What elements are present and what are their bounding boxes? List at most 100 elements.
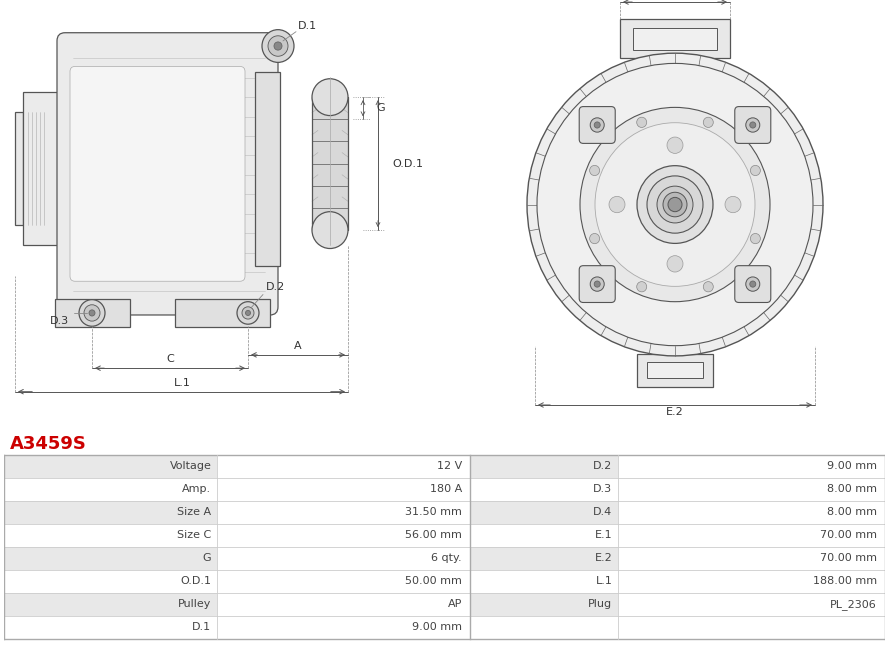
- Circle shape: [262, 30, 294, 63]
- Text: Size A: Size A: [177, 507, 212, 517]
- Text: A3459S: A3459S: [11, 435, 87, 453]
- Bar: [469, 501, 618, 524]
- Bar: [312, 186, 348, 208]
- Circle shape: [594, 281, 600, 287]
- FancyBboxPatch shape: [735, 107, 771, 143]
- FancyBboxPatch shape: [580, 107, 615, 143]
- Bar: [469, 593, 618, 616]
- Bar: [312, 97, 348, 119]
- Circle shape: [750, 234, 760, 243]
- Circle shape: [312, 212, 348, 249]
- Text: 56.00 mm: 56.00 mm: [405, 530, 461, 540]
- Bar: [4, 524, 217, 547]
- Text: 180 A: 180 A: [429, 484, 461, 494]
- Circle shape: [527, 53, 823, 356]
- Text: 8.00 mm: 8.00 mm: [827, 507, 877, 517]
- Circle shape: [749, 281, 756, 287]
- Text: G: G: [203, 553, 212, 563]
- Bar: [4, 547, 217, 570]
- Circle shape: [725, 196, 741, 213]
- Bar: [618, 478, 885, 501]
- Circle shape: [637, 282, 646, 292]
- Bar: [618, 547, 885, 570]
- Circle shape: [637, 117, 646, 128]
- Text: 8.00 mm: 8.00 mm: [827, 484, 877, 494]
- Bar: [255, 72, 280, 266]
- Circle shape: [580, 107, 770, 301]
- Bar: [217, 501, 469, 524]
- Circle shape: [312, 79, 348, 116]
- Text: 6 qty.: 6 qty.: [431, 553, 461, 563]
- Bar: [469, 524, 618, 547]
- Text: D.1: D.1: [192, 622, 212, 632]
- Text: 50.00 mm: 50.00 mm: [405, 576, 461, 586]
- Circle shape: [245, 311, 251, 315]
- Circle shape: [647, 176, 703, 233]
- Bar: [217, 478, 469, 501]
- Bar: [620, 20, 730, 59]
- Text: D.2: D.2: [593, 461, 613, 471]
- Bar: [647, 362, 703, 378]
- Circle shape: [589, 165, 599, 176]
- Circle shape: [84, 305, 100, 321]
- Text: 70.00 mm: 70.00 mm: [820, 530, 877, 540]
- Text: G: G: [376, 103, 385, 113]
- Text: D.3: D.3: [50, 316, 69, 326]
- Circle shape: [268, 36, 288, 56]
- Bar: [217, 616, 469, 639]
- Text: Amp.: Amp.: [182, 484, 212, 494]
- Bar: [55, 299, 130, 327]
- Bar: [469, 570, 618, 593]
- FancyBboxPatch shape: [735, 266, 771, 303]
- Bar: [469, 478, 618, 501]
- Circle shape: [595, 123, 755, 286]
- Text: C: C: [166, 354, 174, 364]
- Circle shape: [274, 42, 282, 50]
- Bar: [4, 478, 217, 501]
- Bar: [312, 164, 348, 186]
- Text: E.2: E.2: [595, 553, 613, 563]
- Text: 9.00 mm: 9.00 mm: [412, 622, 461, 632]
- Text: E.1: E.1: [595, 530, 613, 540]
- Bar: [4, 593, 217, 616]
- Bar: [618, 616, 885, 639]
- Bar: [15, 113, 23, 225]
- Circle shape: [609, 196, 625, 213]
- Bar: [4, 455, 217, 478]
- Text: 31.50 mm: 31.50 mm: [405, 507, 461, 517]
- Bar: [469, 455, 618, 478]
- Bar: [637, 354, 713, 386]
- Circle shape: [703, 282, 713, 292]
- Text: D.2: D.2: [266, 282, 285, 293]
- FancyBboxPatch shape: [70, 66, 245, 281]
- Circle shape: [746, 118, 760, 132]
- Text: D.4: D.4: [593, 507, 613, 517]
- Circle shape: [703, 117, 713, 128]
- Bar: [217, 547, 469, 570]
- Bar: [4, 501, 217, 524]
- Bar: [4, 570, 217, 593]
- Circle shape: [79, 299, 105, 326]
- Text: Size C: Size C: [177, 530, 212, 540]
- Text: O.D.1: O.D.1: [180, 576, 212, 586]
- Bar: [175, 299, 270, 327]
- Bar: [217, 570, 469, 593]
- Bar: [312, 141, 348, 164]
- Text: 70.00 mm: 70.00 mm: [820, 553, 877, 563]
- Circle shape: [237, 301, 259, 324]
- Text: D.3: D.3: [593, 484, 613, 494]
- Text: O.D.1: O.D.1: [392, 159, 423, 168]
- Bar: [217, 524, 469, 547]
- Circle shape: [663, 192, 687, 216]
- Circle shape: [637, 166, 713, 243]
- Bar: [217, 593, 469, 616]
- Text: 9.00 mm: 9.00 mm: [827, 461, 877, 471]
- Bar: [469, 547, 618, 570]
- Circle shape: [89, 310, 95, 316]
- Circle shape: [242, 307, 254, 319]
- Text: D.1: D.1: [298, 20, 317, 31]
- FancyBboxPatch shape: [580, 266, 615, 303]
- Bar: [469, 616, 618, 639]
- Bar: [217, 455, 469, 478]
- Circle shape: [657, 186, 693, 223]
